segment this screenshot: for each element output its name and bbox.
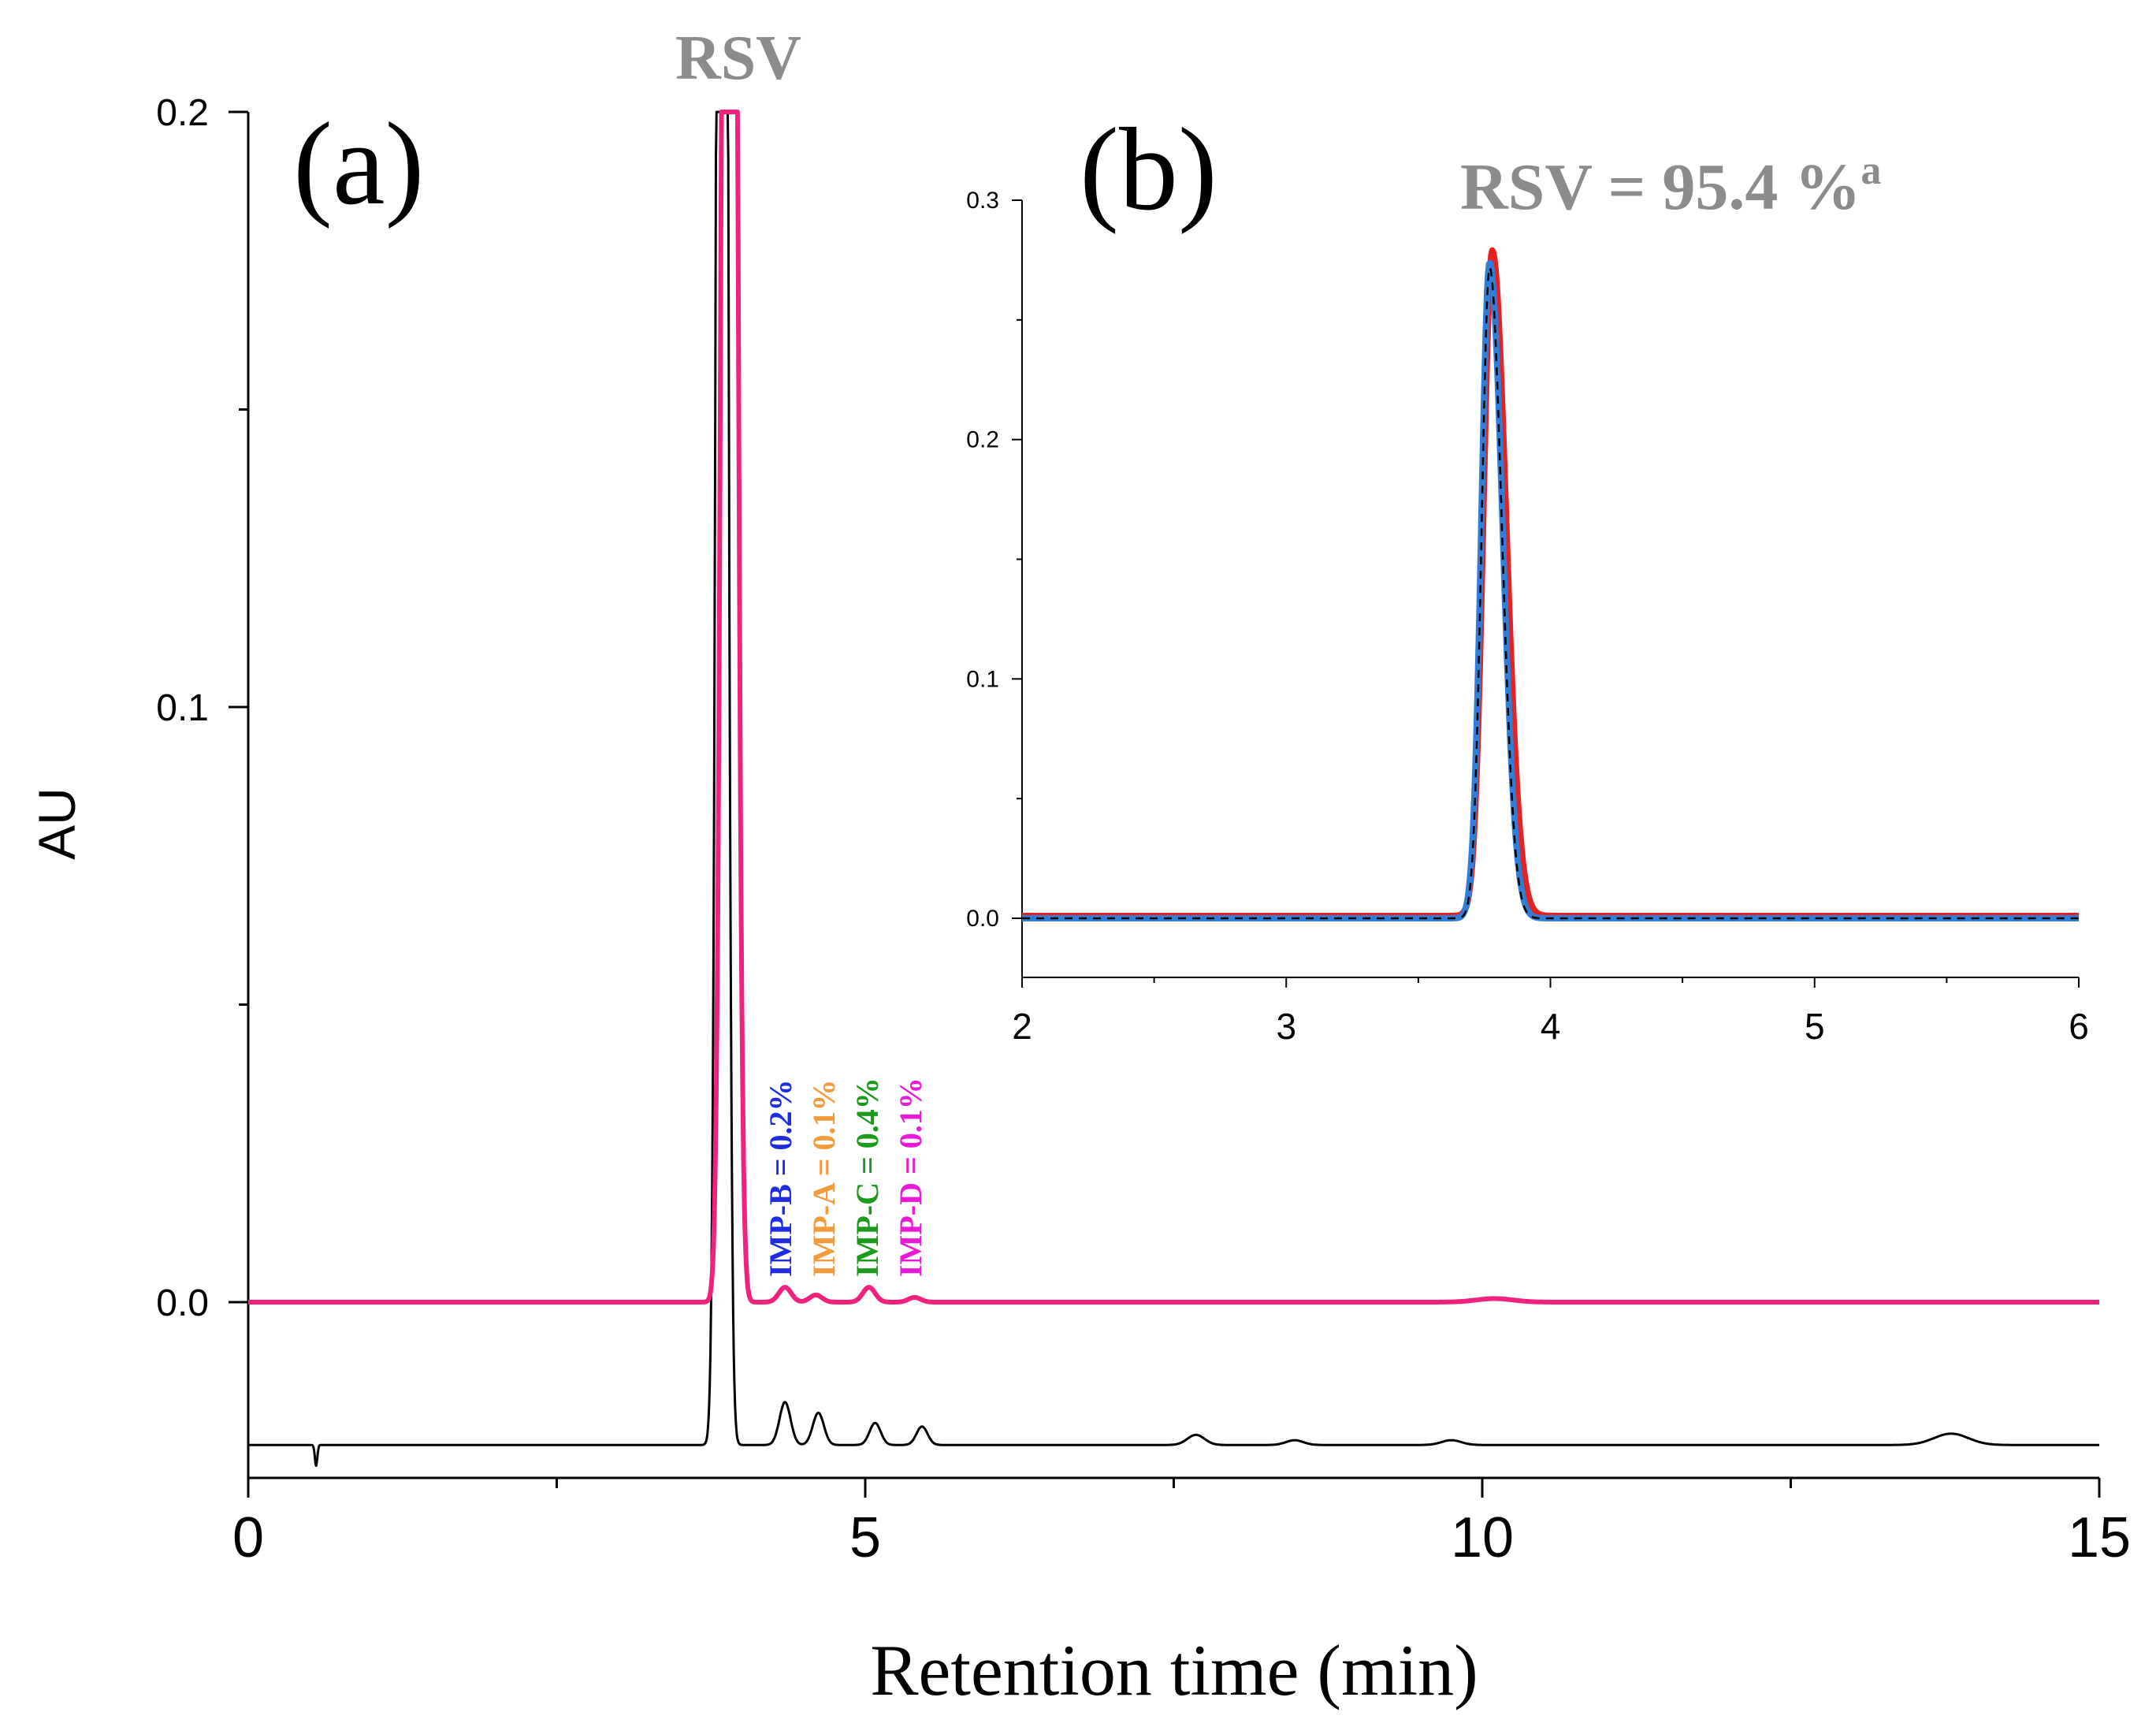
panel-b-title: RSV = 95.4 %a	[1460, 148, 1881, 224]
panel-a-y-tick-label: 0.2	[156, 92, 209, 134]
impurity-label-imp-b: IMP-B = 0.2%	[763, 1079, 798, 1277]
panel-b-x-tick-label: 5	[1805, 1006, 1825, 1047]
panel-b-ticks: 2 3 4 5 6 0.0 0.1 0.2 0.3	[966, 188, 2089, 1047]
panel-b-x-tick-label: 4	[1541, 1006, 1561, 1047]
panel-b-series-line	[1020, 247, 2081, 919]
panel-a-series-line	[246, 110, 2102, 1305]
panel-b-label: (b)	[1080, 104, 1217, 235]
panel-a: 0 5 10 15 0.0 0.1 0.2 (a) AU Retention time (m…	[28, 24, 2131, 1710]
panel-b-y-tick-label: 0.0	[966, 906, 999, 932]
impurity-label-imp-c: IMP-C = 0.4%	[849, 1078, 885, 1277]
impurity-label-imp-a: IMP-A = 0.1%	[806, 1079, 842, 1277]
panel-a-y-tick-label: 0.0	[156, 1282, 209, 1324]
panel-b: 2 3 4 5 6 0.0 0.1 0.2 0.3 (b) RSV = 95.4 %a	[966, 104, 2089, 1047]
panel-a-ticks: 0 5 10 15 0.0 0.1 0.2	[156, 92, 2131, 1569]
panel-a-x-axis-title: Retention time (min)	[870, 1630, 1478, 1710]
impurity-label-imp-d: IMP-D = 0.1%	[893, 1078, 928, 1277]
panel-a-peak-label: RSV	[675, 24, 801, 93]
panel-a-x-tick-label: 15	[2068, 1506, 2131, 1569]
panel-a-y-axis-title: AU	[28, 787, 86, 860]
panel-b-title-superscript: a	[1860, 148, 1881, 193]
panel-b-y-tick-label: 0.3	[966, 188, 999, 214]
panel-b-y-tick-label: 0.2	[966, 427, 999, 453]
panel-a-x-tick-label: 10	[1451, 1506, 1514, 1569]
panel-b-x-tick-label: 2	[1012, 1006, 1032, 1047]
panel-b-series-line	[1020, 259, 2081, 921]
panel-a-x-tick-label: 5	[849, 1506, 881, 1569]
panel-b-x-tick-label: 6	[2069, 1006, 2089, 1047]
panel-b-x-tick-label: 3	[1276, 1006, 1296, 1047]
panel-b-series-line	[1022, 266, 2079, 920]
panel-b-y-tick-label: 0.1	[966, 666, 999, 692]
panel-b-series	[1020, 247, 2081, 921]
panel-a-series	[246, 110, 2102, 1468]
panel-a-x-tick-label: 0	[232, 1506, 264, 1569]
panel-a-label: (a)	[293, 99, 424, 229]
panel-a-y-tick-label: 0.1	[156, 687, 209, 729]
panel-a-series-line	[247, 110, 2100, 1468]
panel-b-title-main: RSV = 95.4 %	[1460, 151, 1860, 224]
